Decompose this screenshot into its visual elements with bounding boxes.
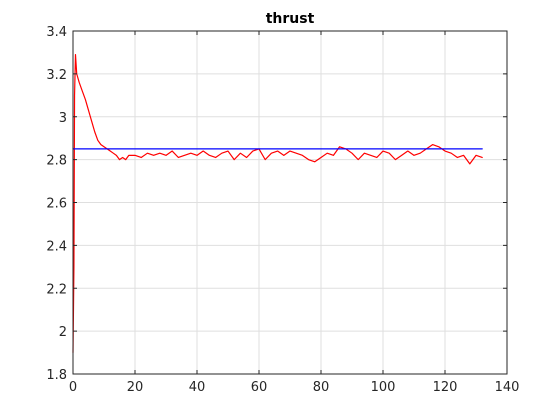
y-tick-label: 2.6 [46,197,67,212]
x-tick-label: 40 [189,380,206,395]
y-tick-label: 3.4 [46,25,67,40]
x-tick-label: 100 [371,380,396,395]
y-tick-label: 3.2 [46,68,67,83]
y-tick-label: 2 [59,325,67,340]
x-tick-label: 20 [127,380,144,395]
y-axis-tick-labels: 1.8 2 2.2 2.4 2.6 2.8 3 3.2 3.4 [46,25,67,383]
x-tick-label: 60 [251,380,268,395]
x-tick-label: 0 [69,380,77,395]
y-tick-label: 2.8 [46,154,67,169]
y-tick-label: 1.8 [46,368,67,383]
series-layer [72,53,483,354]
x-tick-label: 120 [433,380,458,395]
thrust-series-line [72,53,483,354]
x-tick-label: 80 [313,380,330,395]
y-tick-label: 2.4 [46,239,67,254]
x-tick-label: 140 [495,380,520,395]
chart-title: thrust [266,11,315,27]
y-tick-label: 2.2 [46,282,67,297]
tick-marks [72,30,508,375]
y-tick-label: 3 [59,111,67,126]
x-axis-tick-labels: 0 20 40 60 80 100 120 140 [69,380,520,395]
